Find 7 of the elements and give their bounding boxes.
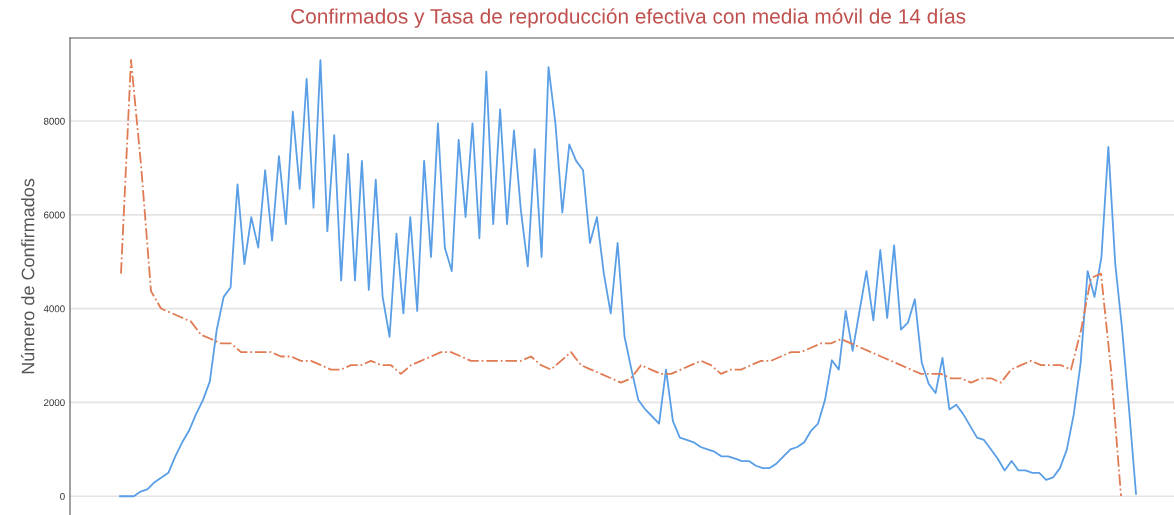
- y-tick-label: 6000: [44, 211, 65, 219]
- y-tick-label: 0: [60, 492, 65, 500]
- y-tick-label: 4000: [43, 305, 65, 313]
- y-axis-title: Número de Confirmados: [20, 178, 35, 374]
- chart-title: Confirmados y Tasa de reproducción efectiva con media móvil de 14 días: [291, 8, 966, 28]
- y-tick-label: 2000: [44, 399, 65, 407]
- y-tick-label: 8000: [43, 117, 65, 125]
